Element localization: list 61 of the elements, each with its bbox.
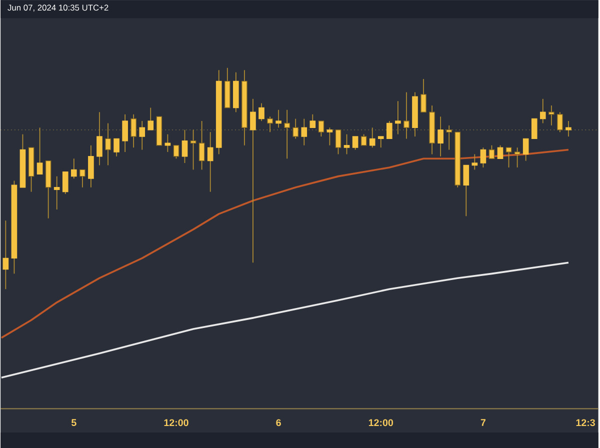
candlestick — [369, 126, 376, 148]
candlestick — [122, 114, 128, 152]
candlestick — [301, 118, 308, 146]
candlestick — [344, 134, 350, 154]
candlestick — [190, 129, 196, 170]
candlestick — [326, 126, 333, 146]
x-tick-label: 12:00 — [164, 418, 188, 426]
candlestick — [88, 144, 94, 188]
candlestick — [139, 120, 146, 150]
candlestick — [540, 98, 546, 124]
candlestick — [70, 158, 77, 179]
x-tick-label: 12:3 — [576, 418, 595, 426]
candlestick — [531, 118, 538, 139]
candlestick — [310, 114, 316, 128]
candlestick — [318, 120, 324, 137]
candlestick — [148, 107, 154, 130]
candlestick — [557, 111, 563, 132]
candlestick — [173, 144, 180, 159]
candlestick — [267, 116, 273, 132]
candlestick — [198, 120, 205, 170]
candlestick — [463, 164, 470, 216]
candlestick — [130, 114, 136, 148]
candlestick — [62, 171, 68, 194]
candlestick — [506, 146, 512, 168]
candlestick — [54, 176, 60, 210]
candlestick — [395, 100, 401, 134]
x-tick-label: 5 — [71, 418, 76, 426]
candlestick — [420, 78, 426, 112]
candlestick — [548, 104, 554, 126]
candlestick — [404, 92, 410, 139]
candlestick — [114, 138, 120, 157]
candlestick — [2, 220, 9, 290]
candlestick — [36, 126, 43, 174]
candlestick — [438, 116, 444, 157]
candlestick — [378, 136, 384, 148]
candlestick — [488, 144, 495, 159]
x-tick-label: 12:00 — [368, 418, 394, 426]
text: Jun 07, 2024 10:35 UTC+2 — [8, 4, 108, 12]
candlestick — [522, 138, 529, 162]
candlestick — [284, 109, 290, 159]
candlestick — [292, 118, 299, 139]
candlestick — [258, 102, 264, 122]
candlestick — [250, 98, 256, 263]
candlestick — [446, 124, 452, 150]
candlestick — [96, 111, 102, 166]
candlestick — [472, 154, 478, 170]
candlestick — [497, 144, 504, 159]
candlestick — [360, 134, 367, 146]
candlestick — [480, 146, 486, 168]
candlestick — [335, 129, 342, 154]
candlestick — [566, 120, 572, 137]
candlestick — [105, 122, 111, 166]
candlestick — [514, 146, 520, 168]
x-tick-label: 6 — [276, 418, 281, 426]
candlestick — [182, 129, 188, 164]
candlestick — [207, 131, 214, 192]
candlestick — [352, 136, 358, 150]
x-tick-label: 7 — [480, 418, 486, 426]
candlestick — [386, 120, 392, 139]
candlestick — [80, 169, 86, 188]
candlestick — [276, 109, 282, 128]
